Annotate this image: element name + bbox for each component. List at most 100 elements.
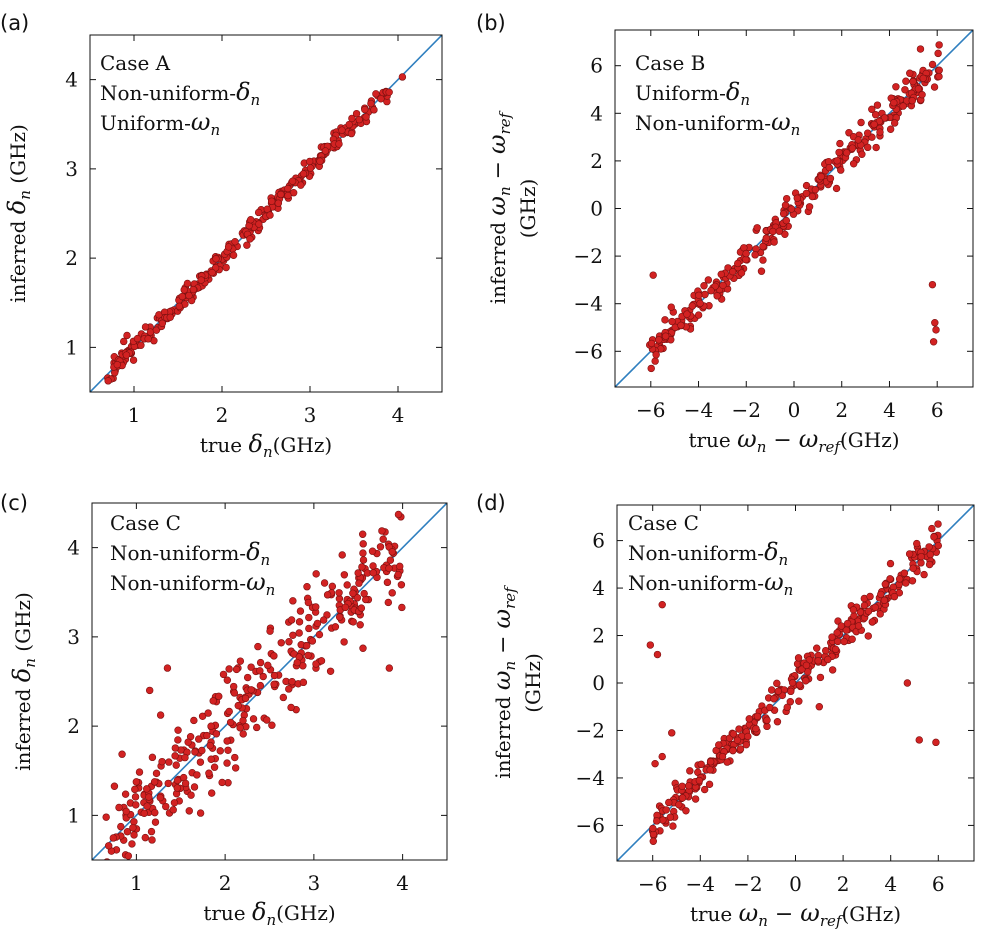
annotation-case: Case A [100, 51, 171, 75]
scatter-points [102, 510, 406, 860]
data-point [266, 627, 274, 635]
data-point [913, 539, 921, 548]
data-point [231, 764, 240, 772]
y-tick-label: 1 [65, 335, 78, 359]
data-point [270, 652, 278, 660]
data-point [843, 619, 852, 628]
data-point [254, 642, 262, 651]
data-point [892, 83, 900, 91]
data-point [871, 111, 880, 119]
data-point [223, 737, 231, 745]
data-point [870, 120, 878, 129]
data-point [915, 736, 923, 744]
data-point [313, 619, 322, 628]
data-point [837, 622, 846, 630]
data-point [158, 319, 167, 328]
data-point [770, 238, 778, 246]
data-point [919, 74, 927, 83]
data-point [655, 336, 663, 344]
data-point [385, 564, 393, 572]
scatter-points [645, 41, 943, 373]
data-point [661, 332, 670, 340]
y-tick-label: 4 [67, 536, 80, 560]
data-point [880, 596, 889, 605]
data-point [825, 163, 833, 172]
data-point [707, 286, 715, 295]
data-point [131, 785, 139, 794]
data-point [331, 623, 340, 631]
data-point [765, 703, 774, 712]
data-point [688, 302, 696, 310]
data-point [686, 767, 694, 775]
data-point [930, 83, 939, 91]
data-point [368, 547, 377, 555]
data-point [130, 818, 138, 826]
y-tick-label: −4 [576, 766, 605, 790]
data-point [745, 715, 753, 723]
data-point [295, 629, 303, 637]
data-point [802, 661, 811, 670]
data-point [902, 579, 910, 587]
data-point [909, 77, 917, 86]
data-point [917, 552, 925, 561]
data-point [254, 208, 263, 217]
data-point [706, 766, 714, 774]
x-axis-label: true δn(GHz) [200, 430, 332, 461]
data-point [284, 191, 292, 200]
x-axis-label: true δn(GHz) [203, 898, 335, 929]
data-point [208, 789, 216, 797]
data-point [762, 234, 770, 242]
data-point [666, 813, 675, 821]
data-point [218, 778, 226, 787]
x-tick-label: 3 [308, 871, 321, 895]
data-point [270, 671, 279, 680]
data-point [224, 746, 232, 754]
data-point [868, 105, 876, 114]
data-point [349, 618, 357, 626]
data-point [683, 310, 691, 318]
data-point [299, 170, 308, 178]
data-point [109, 834, 118, 842]
data-point [312, 570, 320, 578]
data-point [185, 807, 193, 815]
data-point [717, 270, 725, 279]
data-point [359, 644, 367, 652]
data-point [388, 589, 396, 597]
data-point [297, 181, 305, 189]
x-tick-label: −4 [686, 872, 715, 896]
data-point [752, 724, 760, 733]
data-point [215, 692, 223, 701]
data-point [123, 331, 131, 340]
data-point [653, 817, 661, 825]
data-point [932, 326, 940, 334]
data-point [369, 569, 377, 577]
data-point [378, 527, 386, 535]
y-tick-label: 0 [590, 197, 603, 221]
data-point [932, 738, 940, 747]
data-point [934, 520, 942, 528]
data-point [355, 116, 363, 124]
data-point [239, 716, 247, 725]
data-point [306, 164, 315, 172]
data-point [926, 550, 935, 559]
data-point [734, 259, 742, 268]
panel-label: (b) [476, 11, 506, 35]
data-point [124, 852, 133, 860]
data-point [925, 543, 933, 551]
x-tick-label: 1 [130, 871, 143, 895]
data-point [173, 776, 182, 785]
data-point [130, 831, 138, 839]
data-point [287, 616, 296, 624]
data-point [359, 556, 368, 564]
data-point [914, 85, 923, 93]
data-point [195, 735, 203, 743]
data-point [929, 338, 938, 346]
data-point [319, 616, 328, 624]
data-point [828, 666, 837, 674]
data-point [358, 530, 367, 538]
data-point [753, 712, 762, 721]
data-point [668, 317, 676, 326]
x-tick-label: −4 [684, 398, 713, 422]
panel-label: (d) [476, 491, 506, 515]
